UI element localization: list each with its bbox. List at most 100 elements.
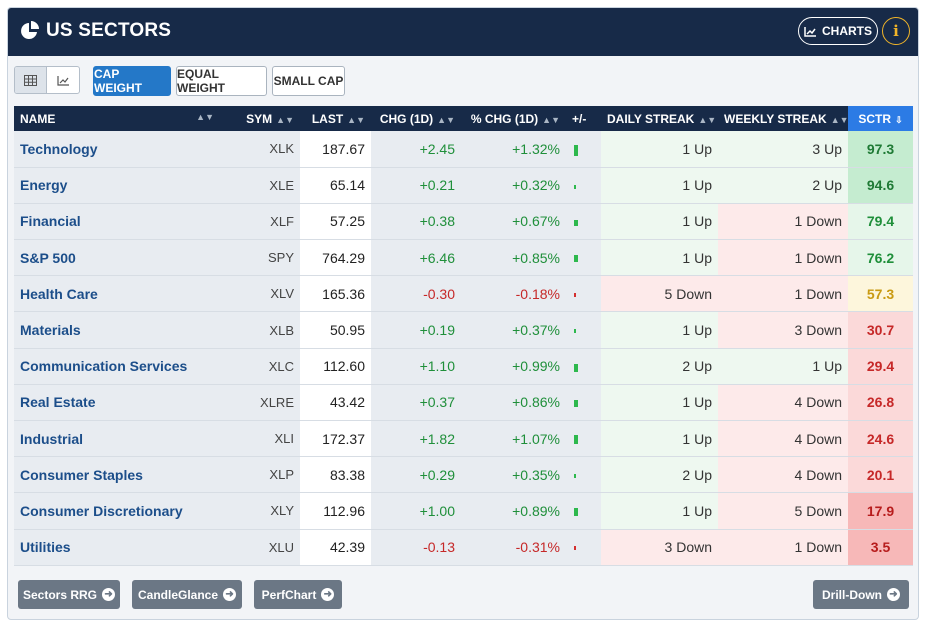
pct-change-cell: -0.18% [461,275,566,313]
sctr-cell: 17.9 [848,492,913,530]
change-bar-cell [566,420,601,458]
weekly-streak-cell: 3 Down [718,311,848,349]
change-bar-cell [566,492,601,530]
daily-streak-cell: 1 Up [601,492,718,530]
change-cell: +0.38 [371,203,461,241]
change-bar [574,363,578,372]
chart-view-button[interactable] [47,67,79,93]
sctr-cell: 26.8 [848,384,913,422]
weekly-streak-cell: 1 Down [718,239,848,277]
change-bar [574,144,578,156]
weekly-streak-cell: 4 Down [718,384,848,422]
sector-name-link[interactable]: Energy [14,167,220,204]
change-cell: +0.19 [371,311,461,349]
change-cell: +1.82 [371,420,461,458]
sctr-cell: 97.3 [848,131,913,168]
last-price-cell: 764.29 [300,239,371,277]
table-row[interactable]: Real Estate XLRE 43.42 +0.37 +0.86% 1 Up 4 Dow… [14,384,913,422]
candleglance-button[interactable]: CandleGlance ➜ [132,580,242,609]
pct-change-cell: +0.35% [461,456,566,494]
table-row[interactable]: S&P 500 SPY 764.29 +6.46 +0.85% 1 Up 1 Down 76.… [14,239,913,277]
table-row[interactable]: Utilities XLU 42.39 -0.13 -0.31% 3 Down 1 Down… [14,529,913,566]
sector-name-link[interactable]: Industrial [14,420,220,458]
sector-name-link[interactable]: Materials [14,311,220,349]
change-bar-cell [566,311,601,349]
sector-name-link[interactable]: S&P 500 [14,239,220,277]
col-header-sym[interactable]: SYM ▲▼ [220,106,300,131]
last-price-cell: 65.14 [300,167,371,204]
panel-header: US SECTORS CHARTS i [8,8,918,56]
sector-name-link[interactable]: Technology [14,131,220,168]
change-bar [574,184,576,189]
col-header-daily-streak[interactable]: DAILY STREAK ▲▼ [601,106,718,131]
col-header-plus-minus: +/- [566,106,601,131]
sector-name-link[interactable]: Consumer Staples [14,456,220,494]
arrow-right-icon: ➜ [321,588,335,601]
perfchart-button[interactable]: PerfChart ➜ [254,580,342,609]
sectors-rrg-button[interactable]: Sectors RRG ➜ [18,580,120,609]
grid-icon [24,74,37,86]
col-header-chg[interactable]: CHG (1D) ▲▼ [371,106,461,131]
table-view-button[interactable] [15,67,48,93]
change-bar-cell [566,239,601,277]
change-bar [574,508,578,517]
small-cap-button[interactable]: SMALL CAP [272,66,345,96]
table-row[interactable]: Technology XLK 187.67 +2.45 +1.32% 1 Up 3 Up 97… [14,131,913,168]
symbol-cell: XLE [220,167,300,204]
sector-name-link[interactable]: Health Care [14,275,220,313]
weekly-streak-cell: 2 Up [718,167,848,204]
pct-change-cell: +0.99% [461,348,566,385]
daily-streak-cell: 1 Up [601,384,718,422]
equal-weight-button[interactable]: EQUAL WEIGHT [176,66,267,96]
change-bar [574,329,576,334]
col-header-sctr[interactable]: SCTR ⇩ [848,106,913,131]
sctr-cell: 76.2 [848,239,913,277]
sector-name-link[interactable]: Consumer Discretionary [14,492,220,530]
sector-name-link[interactable]: Financial [14,203,220,241]
pct-change-cell: +0.37% [461,311,566,349]
drill-down-button[interactable]: Drill-Down ➜ [813,580,909,609]
sector-name-link[interactable]: Communication Services [14,348,220,385]
last-price-cell: 57.25 [300,203,371,241]
pct-change-cell: +0.67% [461,203,566,241]
change-bar-cell [566,203,601,241]
sctr-cell: 3.5 [848,529,913,566]
pct-change-cell: +1.07% [461,420,566,458]
table-row[interactable]: Health Care XLV 165.36 -0.30 -0.18% 5 Down 1 D… [14,275,913,313]
weekly-streak-cell: 4 Down [718,456,848,494]
table-row[interactable]: Materials XLB 50.95 +0.19 +0.37% 1 Up 3 Down 30… [14,311,913,349]
symbol-cell: XLP [220,456,300,494]
last-price-cell: 112.96 [300,492,371,530]
last-price-cell: 187.67 [300,131,371,168]
col-header-weekly-streak[interactable]: WEEKLY STREAK ▲▼ [718,106,849,131]
table-row[interactable]: Financial XLF 57.25 +0.38 +0.67% 1 Up 1 Down 79… [14,203,913,241]
change-cell: -0.13 [371,529,461,566]
daily-streak-cell: 1 Up [601,420,718,458]
pie-chart-icon [21,21,39,39]
table-row[interactable]: Communication Services XLC 112.60 +1.10 +0.9… [14,348,913,385]
sctr-cell: 94.6 [848,167,913,204]
cap-weight-button[interactable]: CAP WEIGHT [93,66,171,96]
col-header-last[interactable]: LAST ▲▼ [300,106,371,131]
table-row[interactable]: Consumer Discretionary XLY 112.96 +1.00 +0.8… [14,492,913,530]
sctr-cell: 79.4 [848,203,913,241]
table-row[interactable]: Consumer Staples XLP 83.38 +0.29 +0.35% 2 Up 4… [14,456,913,494]
sort-icon: ▲▼ [698,114,717,125]
change-cell: +1.10 [371,348,461,385]
last-price-cell: 42.39 [300,529,371,566]
daily-streak-cell: 2 Up [601,456,718,494]
sector-name-link[interactable]: Utilities [14,529,220,566]
table-row[interactable]: Energy XLE 65.14 +0.21 +0.32% 1 Up 2 Up 94.6 [14,167,913,204]
line-chart-icon [804,26,816,37]
sector-name-link[interactable]: Real Estate [14,384,220,422]
view-toggle [14,66,80,94]
us-sectors-panel: US SECTORS CHARTS i [7,7,919,620]
table-row[interactable]: Industrial XLI 172.37 +1.82 +1.07% 1 Up 4 Down… [14,420,913,458]
weekly-streak-cell: 1 Up [718,348,848,385]
col-header-name[interactable]: NAME ▲▼ [14,106,220,131]
charts-button[interactable]: CHARTS [798,17,878,45]
col-header-pct-chg[interactable]: % CHG (1D) ▲▼ [461,106,566,131]
change-bar-cell [566,456,601,494]
last-price-cell: 112.60 [300,348,371,385]
info-button[interactable]: i [882,17,910,45]
